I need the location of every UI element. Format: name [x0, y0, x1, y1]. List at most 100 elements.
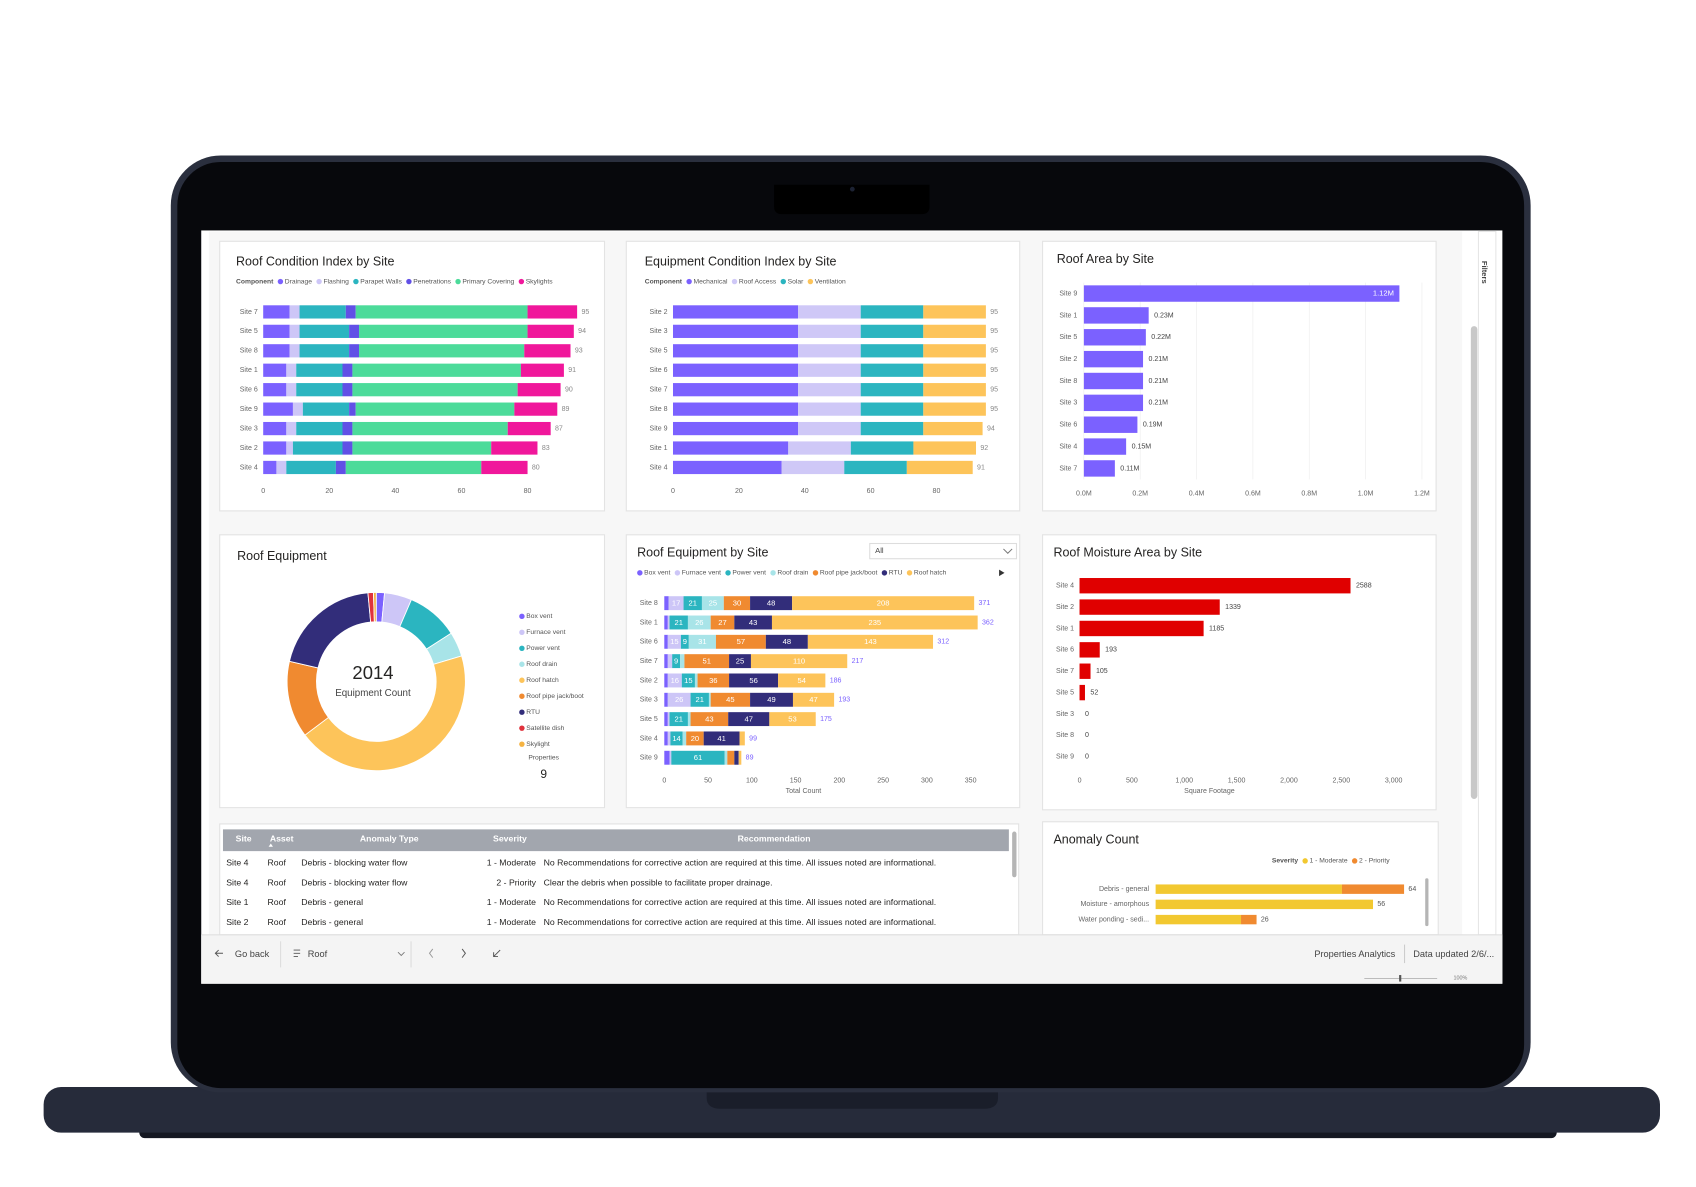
x-tick-label: 20: [735, 488, 743, 495]
total-label: 371: [979, 600, 991, 607]
bar-segment: [667, 712, 670, 727]
data-label: 48: [767, 598, 775, 607]
next-page[interactable]: [461, 948, 466, 958]
data-label: 25: [709, 598, 717, 607]
zoom-thumb[interactable]: [1399, 975, 1402, 982]
bar-segment: [667, 654, 673, 669]
y-tick-label: Site 1: [1056, 625, 1074, 632]
bar: [1079, 663, 1091, 679]
bar-segment: [289, 305, 300, 319]
y-tick-label: Site 8: [650, 406, 668, 413]
bar-segment: [844, 460, 907, 475]
bar-segment: [349, 402, 356, 416]
y-tick-label: Site 3: [1059, 400, 1077, 407]
bar-segment: [672, 324, 799, 338]
bar-segment: [491, 441, 538, 455]
x-tick-label: 300: [921, 777, 933, 784]
bar-segment: [263, 363, 287, 377]
y-tick-label: Site 4: [240, 464, 258, 471]
back-button[interactable]: Go back: [235, 949, 270, 959]
card-scrollbar[interactable]: [1425, 878, 1429, 927]
data-label: 0.21M: [1148, 400, 1168, 407]
bar-segment: [750, 596, 793, 611]
prev-page[interactable]: [428, 948, 434, 958]
bar-segment: [669, 615, 688, 630]
table-cell: Site 2: [226, 917, 248, 927]
column-header: Asset: [270, 833, 294, 843]
table-cell: Debris - general: [301, 917, 363, 927]
data-label: 21: [675, 618, 683, 627]
page-selector[interactable]: Roof: [308, 949, 328, 959]
bar-segment: [687, 615, 711, 630]
data-label: 0.15M: [1132, 443, 1152, 450]
bar-segment: [715, 634, 766, 649]
table-cell: Clear the debris when possible to facili…: [544, 877, 773, 887]
slicer[interactable]: [869, 542, 1018, 560]
bar-segment: [708, 692, 711, 707]
legend-marker: [725, 570, 731, 576]
bar-segment: [481, 460, 528, 475]
bar-segment: [302, 402, 350, 416]
total-label: 89: [746, 755, 754, 762]
data-label: 20: [691, 734, 699, 743]
legend-label: Roof pipe jack/boot: [526, 693, 584, 700]
table-cell: 1 - Moderate: [487, 917, 536, 927]
bar-segment: [669, 712, 688, 727]
y-tick-label: Site 6: [650, 367, 668, 374]
y-tick-label: Water ponding - sedi...: [1078, 916, 1149, 923]
data-label: 45: [726, 695, 734, 704]
legend-marker: [674, 570, 681, 576]
x-tick-label: 80: [524, 488, 532, 495]
total-label: 362: [982, 619, 994, 626]
total-label: 92: [980, 445, 988, 452]
bar-segment: [664, 615, 668, 630]
table-scrollbar[interactable]: [1012, 831, 1017, 878]
x-tick-label: 1.2M: [1414, 490, 1430, 497]
x-tick-label: 80: [933, 488, 941, 495]
bar-segment: [860, 344, 924, 358]
y-tick-label: Site 9: [240, 406, 258, 413]
bar-segment: [664, 731, 668, 746]
bar-segment: [286, 460, 336, 475]
bar-segment: [1241, 914, 1257, 925]
bar-segment: [750, 692, 793, 707]
bar-segment: [850, 441, 914, 455]
bar: [1083, 372, 1144, 390]
y-tick-label: Site 7: [640, 658, 658, 665]
x-tick-label: 0: [662, 777, 666, 784]
bar-segment: [286, 363, 297, 377]
data-label: 31: [698, 637, 706, 646]
legend-marker: [519, 741, 525, 747]
bar: [1079, 642, 1100, 658]
expand-icon[interactable]: [493, 949, 501, 958]
total-label: 95: [990, 387, 998, 394]
legend-label: Roof drain: [526, 661, 557, 668]
bar: [1079, 684, 1085, 701]
bar-segment: [292, 402, 303, 416]
slicer-value[interactable]: All: [875, 546, 884, 555]
legend-marker: [455, 278, 461, 285]
chart-title: Roof Condition Index by Site: [236, 254, 394, 268]
table-body: Site 4 Roof Debris - blocking water flow 1 …: [226, 857, 936, 927]
legend-label: Power vent: [732, 570, 766, 577]
y-tick-label: Site 5: [640, 716, 658, 723]
total-label: 87: [555, 425, 563, 432]
x-tick-label: 0.0M: [1076, 490, 1092, 497]
legend-scroll-arrow[interactable]: [999, 569, 1005, 577]
bar-segment: [263, 324, 290, 338]
data-label: 41: [717, 734, 725, 743]
page-scrollbar[interactable]: [1470, 326, 1478, 799]
filters-pane[interactable]: [1477, 230, 1497, 936]
data-label: 1.12M: [1373, 289, 1394, 298]
total-label: 91: [977, 464, 985, 471]
filters-label[interactable]: Filters: [1480, 261, 1489, 284]
x-tick-label: 20: [325, 488, 333, 495]
x-tick-label: 0: [261, 488, 265, 495]
bar: [1083, 285, 1400, 302]
bar-segment: [710, 692, 751, 707]
data-updated: Data updated 2/6/...: [1413, 949, 1494, 959]
legend-label: Roof hatch: [526, 677, 559, 684]
legend-marker: [519, 709, 525, 715]
bar-segment: [672, 363, 799, 377]
data-label: 21: [696, 695, 704, 704]
